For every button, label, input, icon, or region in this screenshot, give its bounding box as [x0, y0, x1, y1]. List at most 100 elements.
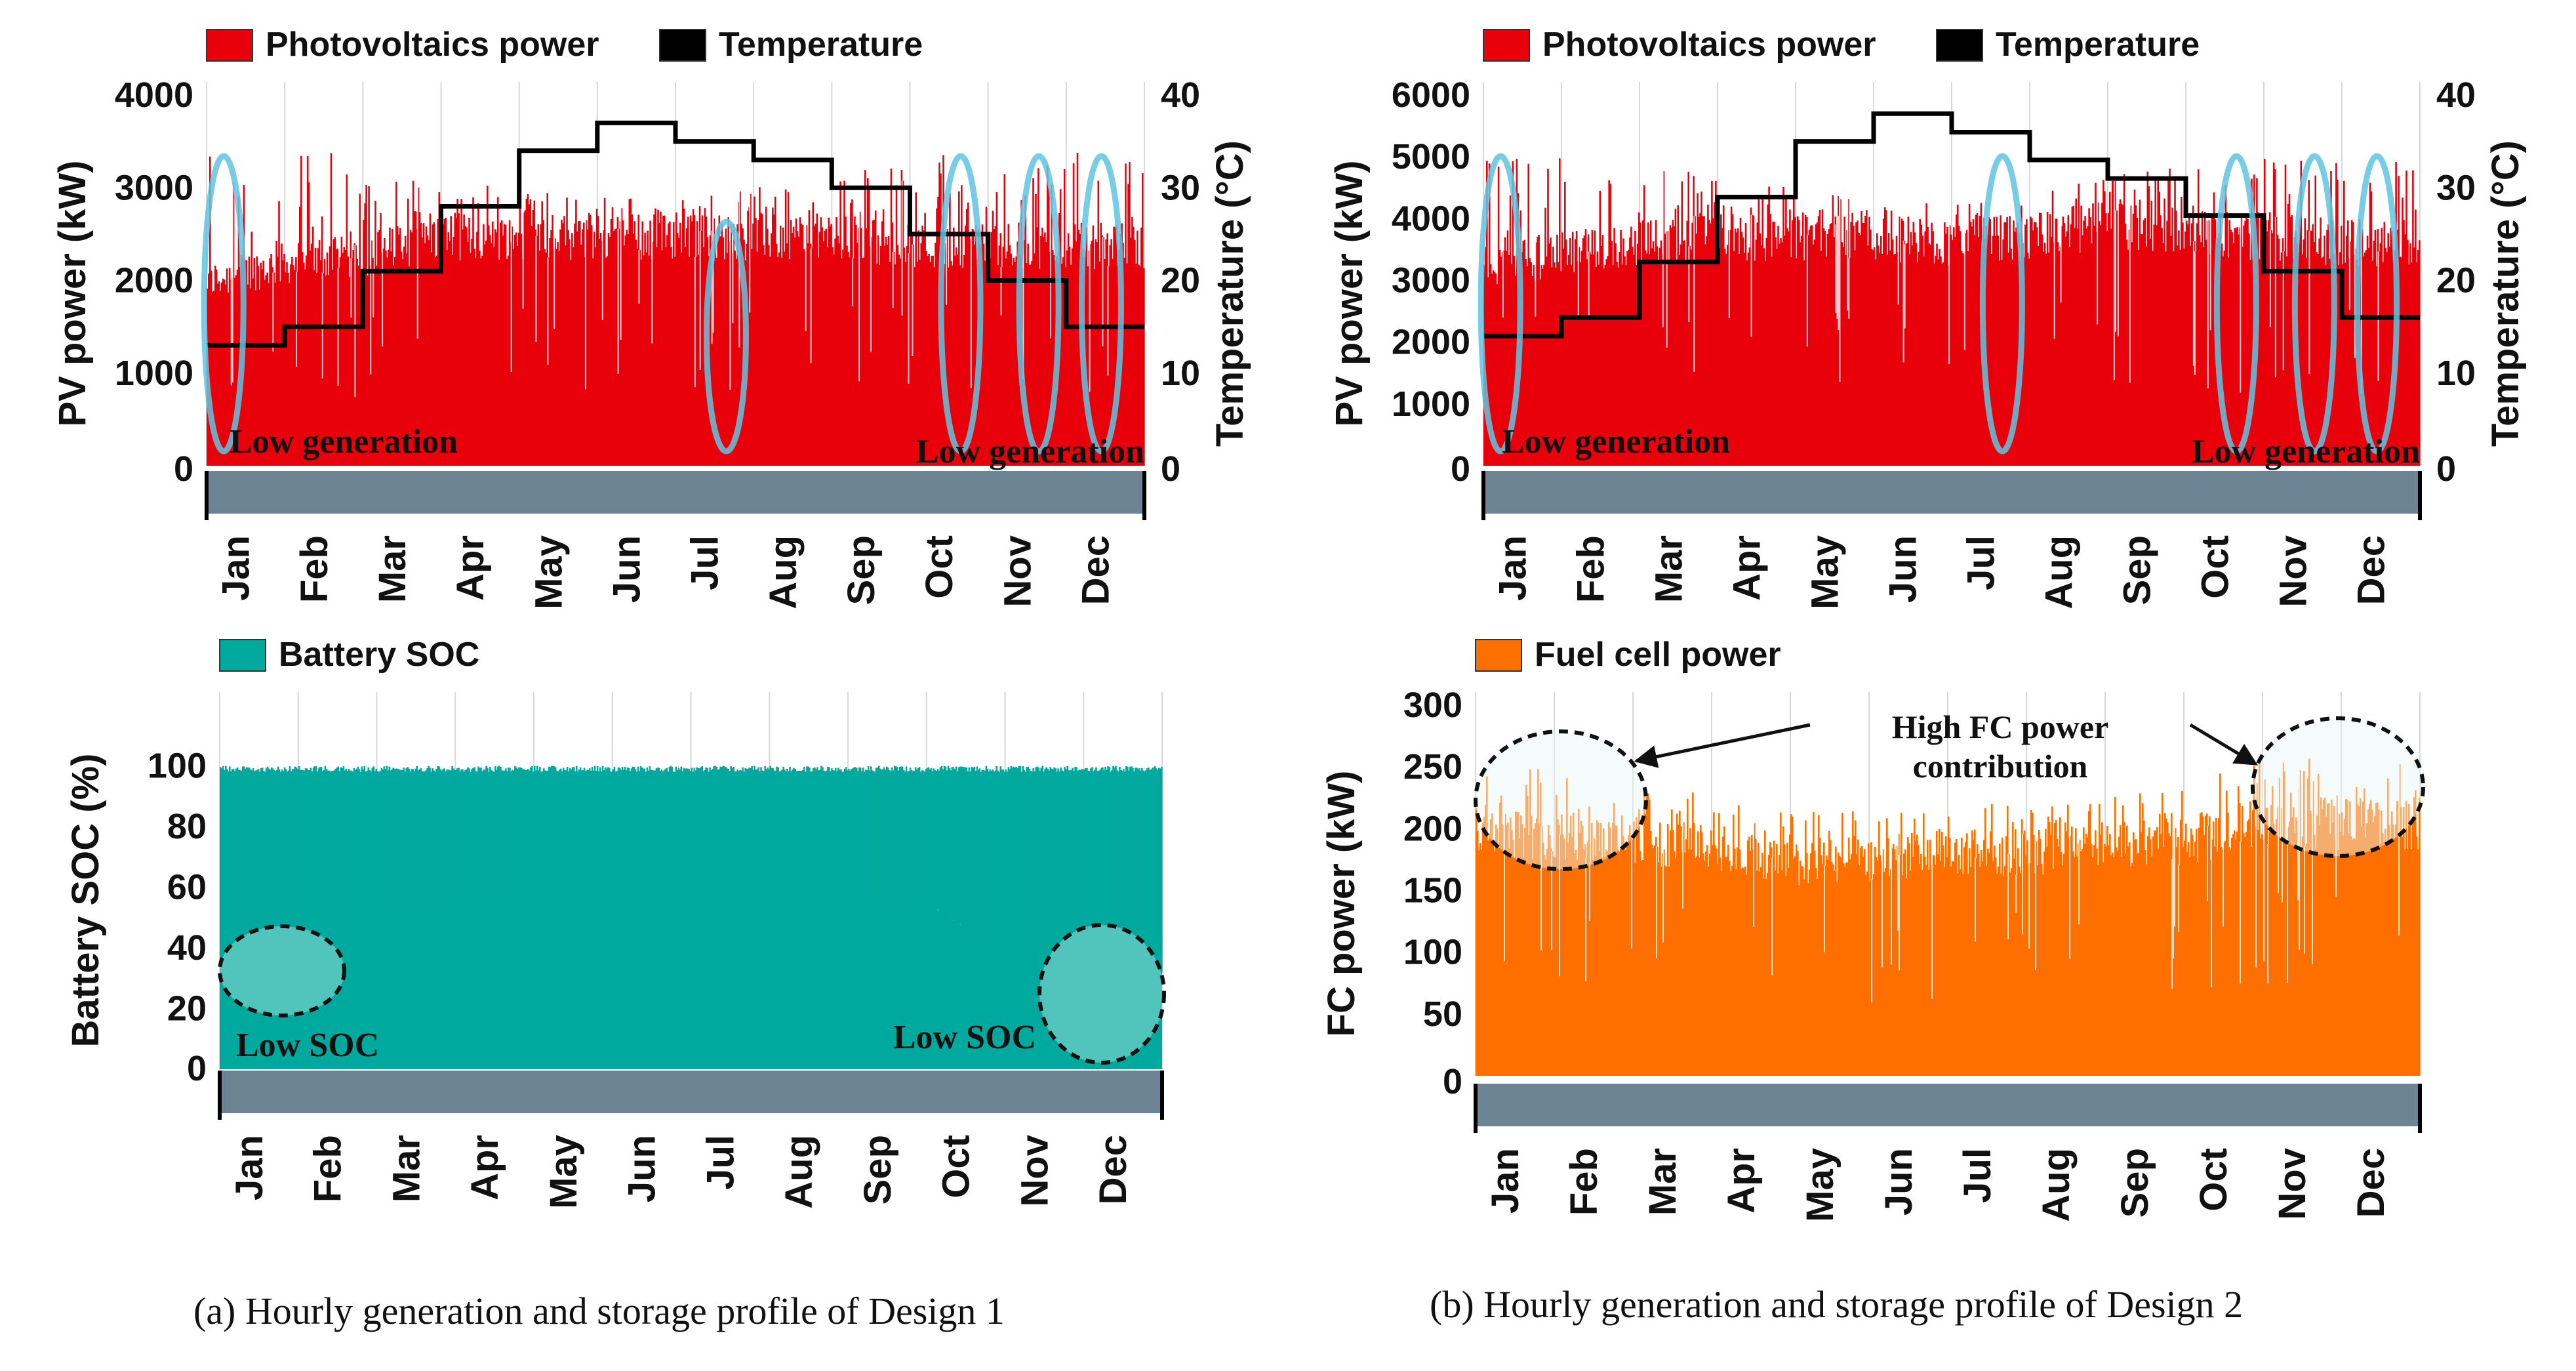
data-bar: [2395, 824, 2397, 1076]
data-bar: [935, 243, 936, 466]
data-bar: [755, 218, 757, 466]
data-bar: [1957, 873, 1959, 1076]
data-bar: [430, 771, 432, 900]
data-bar: [296, 769, 299, 966]
data-bar: [1828, 830, 1830, 1076]
data-bar: [669, 221, 671, 466]
data-bar: [890, 168, 893, 466]
data-bar: [1902, 875, 1904, 1076]
data-bar: [1583, 235, 1586, 466]
data-bar: [1965, 842, 1967, 1076]
data-bar: [1765, 237, 1767, 466]
data-bar: [322, 272, 325, 466]
data-bar: [2000, 215, 2002, 466]
data-bar: [763, 771, 765, 891]
data-bar: [824, 771, 826, 895]
data-bar: [1914, 232, 1916, 466]
data-bar: [651, 769, 654, 880]
data-bar: [1974, 829, 1976, 1076]
data-bar: [2152, 251, 2154, 466]
data-bar: [2272, 786, 2274, 1076]
data-bar: [253, 258, 256, 466]
data-bar: [802, 770, 804, 892]
data-bar: [413, 771, 415, 921]
data-bar: [996, 192, 998, 466]
data-bar: [1546, 256, 1548, 466]
data-bar: [740, 224, 742, 466]
data-bar: [896, 767, 898, 898]
data-bar: [1840, 857, 1842, 1076]
data-bar: [733, 224, 735, 466]
data-bar: [496, 197, 499, 466]
data-bar: [2409, 243, 2411, 466]
x-tick-label: Sep: [2114, 1148, 2156, 1218]
data-bar: [1697, 193, 1699, 466]
data-bar: [817, 257, 820, 466]
data-bar: [565, 245, 567, 466]
y-axis-label: PV power (kW): [51, 160, 94, 426]
data-bar: [1796, 258, 1798, 466]
data-bar: [2172, 859, 2174, 1076]
data-bar: [1599, 190, 1601, 466]
data-bar: [583, 767, 586, 888]
data-bar: [1521, 824, 1523, 1076]
data-bar: [2064, 236, 2067, 466]
data-bar: [984, 260, 986, 466]
data-bar: [2328, 803, 2330, 1076]
data-bar: [924, 213, 926, 466]
data-bar: [516, 245, 519, 466]
data-bar: [363, 766, 366, 930]
data-bar: [1150, 769, 1152, 964]
data-bar: [611, 771, 613, 882]
data-bar: [592, 258, 594, 466]
data-bar: [674, 771, 676, 891]
data-bar: [985, 207, 988, 466]
data-bar: [1041, 766, 1043, 958]
data-bar: [2289, 821, 2291, 1076]
data-bar: [2342, 264, 2344, 466]
x-tick-label: Nov: [2271, 1148, 2314, 1220]
data-bar: [1645, 813, 1647, 1076]
data-bar: [226, 769, 228, 968]
data-bar: [325, 769, 328, 1008]
legend-label: Photovoltaics power: [266, 26, 599, 64]
data-bar: [984, 770, 986, 952]
data-bar: [333, 770, 336, 945]
data-bar: [2160, 834, 2162, 1076]
data-bar: [1699, 857, 1701, 1076]
high-fc-ellipse-left: [1474, 729, 1648, 871]
data-bar: [2362, 802, 2364, 1076]
data-bar: [570, 769, 573, 879]
data-bar: [1525, 259, 1527, 466]
data-bar: [2099, 221, 2101, 466]
data-bar: [1642, 220, 1644, 466]
data-bar: [338, 268, 340, 466]
data-bar: [2049, 821, 2051, 1076]
data-bar: [714, 766, 716, 888]
data-bar: [2045, 829, 2047, 1076]
data-bar: [2356, 787, 2358, 1076]
data-bar: [2299, 770, 2301, 1076]
data-bar: [1656, 246, 1659, 466]
data-bar: [1737, 228, 1739, 466]
data-bar: [2117, 851, 2119, 1076]
data-bar: [1047, 769, 1049, 969]
data-bar: [1655, 220, 1657, 466]
data-bar: [1661, 253, 1664, 466]
y2-tick-label: 10: [2436, 354, 2476, 393]
data-bar: [2240, 214, 2242, 466]
data-bar: [702, 771, 705, 893]
data-bar: [685, 228, 688, 466]
data-bar: [731, 253, 733, 466]
data-bar: [2051, 190, 2054, 466]
data-bar: [2158, 848, 2160, 1076]
data-bar: [736, 769, 738, 886]
data-bar: [2201, 211, 2204, 466]
data-bar: [1520, 815, 1522, 1076]
data-bar: [2405, 800, 2407, 1076]
data-bar: [1523, 239, 1526, 466]
low-generation-ellipse: [1016, 153, 1062, 455]
data-bar: [548, 257, 550, 466]
data-bar: [760, 767, 762, 887]
data-bar: [803, 767, 805, 901]
